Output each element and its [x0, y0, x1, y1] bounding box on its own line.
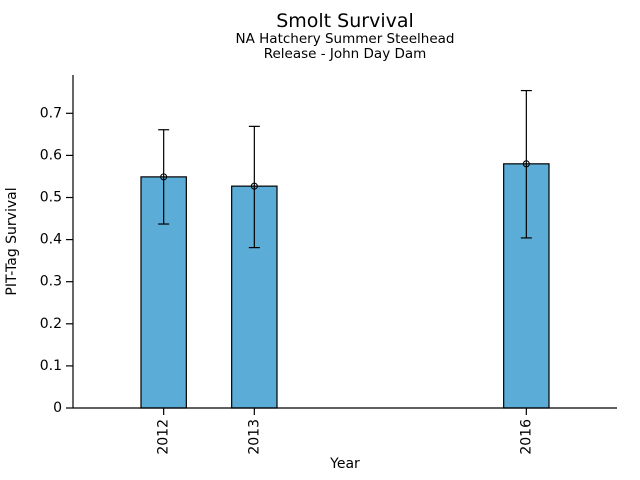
y-tick-label: 0.6	[40, 147, 62, 163]
chart-subtitle-line2: Release - John Day Dam	[263, 46, 427, 62]
y-tick-label: 0	[53, 400, 62, 416]
point-marker-2016	[522, 160, 530, 168]
x-tick-label: 2013	[246, 419, 262, 455]
x-tick-label: 2012	[156, 419, 172, 455]
chart-subtitle-line1: NA Hatchery Summer Steelhead	[235, 31, 455, 47]
y-tick-label: 0.5	[40, 190, 62, 206]
y-tick-label: 0.4	[40, 232, 62, 248]
chart-header: Smolt Survival NA Hatchery Summer Steelh…	[73, 11, 617, 62]
y-axis-title: PIT-Tag Survival	[4, 187, 20, 295]
y-tick-label: 0.3	[40, 274, 62, 290]
x-axis-title: Year	[329, 456, 360, 472]
y-tick-label: 0.7	[40, 105, 62, 121]
y-tick-label: 0.1	[40, 358, 62, 374]
point-marker-2012	[160, 173, 168, 181]
y-tick-label: 0.2	[40, 316, 62, 332]
x-tick-label: 2016	[518, 419, 534, 455]
point-marker-2013	[250, 182, 258, 190]
chart-title: Smolt Survival	[276, 10, 414, 32]
